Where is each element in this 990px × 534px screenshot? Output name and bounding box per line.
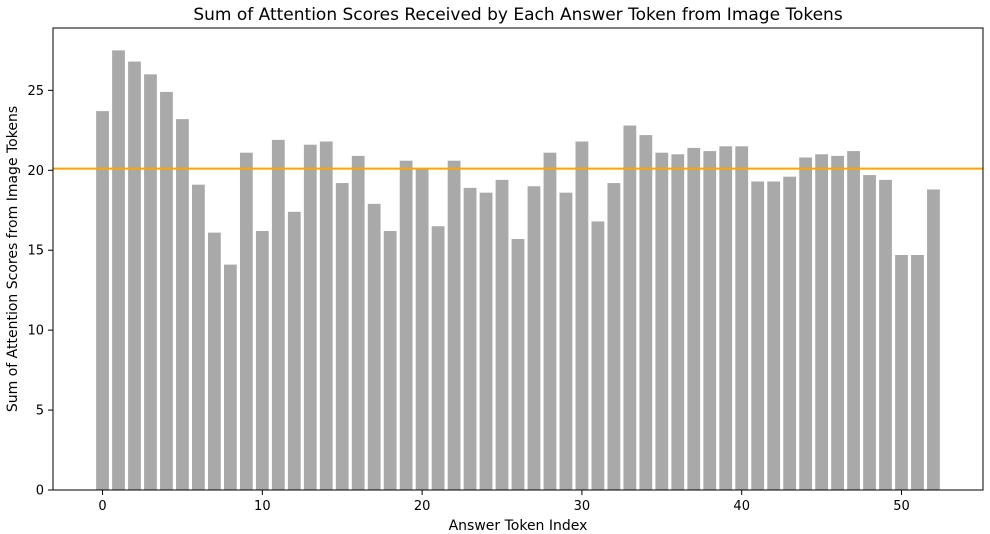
bar-51: [911, 255, 924, 490]
bar-41: [751, 181, 765, 490]
bar-48: [863, 175, 876, 490]
bar-18: [383, 231, 397, 490]
bar-10: [255, 231, 269, 490]
bar-45: [815, 154, 828, 491]
bar-52: [927, 189, 940, 490]
bar-30: [575, 141, 589, 490]
bar-24: [479, 192, 493, 490]
x-tick-label: 30: [574, 499, 591, 514]
plot-frame: [52, 27, 984, 491]
bar-29: [559, 192, 573, 490]
bar-37: [687, 147, 701, 490]
bar-34: [639, 135, 653, 491]
y-tick-label: 0: [36, 484, 44, 499]
bar-31: [591, 221, 605, 490]
bar-8: [223, 264, 237, 490]
bar-25: [495, 179, 509, 490]
bar-47: [847, 151, 860, 490]
x-tick-label: 20: [414, 499, 431, 514]
bar-19: [399, 160, 413, 490]
bar-21: [431, 226, 445, 491]
x-axis-title: Answer Token Index: [449, 518, 588, 534]
y-tick-label: 10: [27, 324, 44, 339]
bar-5: [176, 119, 189, 491]
bar-7: [208, 232, 221, 490]
y-tick-label: 5: [36, 404, 44, 419]
bar-2: [128, 61, 141, 490]
bar-40: [735, 146, 749, 491]
bar-44: [799, 157, 813, 491]
y-tick-label: 20: [27, 164, 44, 179]
y-tick-label: 25: [27, 84, 44, 99]
bar-46: [831, 155, 844, 490]
bar-9: [239, 152, 253, 490]
bar-1: [112, 50, 125, 490]
bar-49: [879, 179, 892, 490]
x-tick-label: 10: [254, 499, 271, 514]
bar-0: [96, 111, 109, 490]
bar-33: [623, 125, 637, 491]
bar-23: [463, 187, 477, 491]
bar-35: [655, 152, 669, 490]
bar-17: [367, 203, 381, 490]
bar-42: [767, 181, 781, 490]
y-axis-title: Sum of Attention Scores from Image Token…: [5, 106, 21, 412]
bar-22: [447, 160, 461, 490]
x-tick-label: 0: [98, 499, 106, 514]
y-tick-label: 15: [27, 244, 44, 259]
bar-28: [543, 152, 557, 490]
bar-27: [527, 186, 541, 490]
bar-26: [511, 239, 525, 490]
chart-title: Sum of Attention Scores Received by Each…: [193, 5, 843, 25]
bar-11: [271, 139, 285, 490]
x-tick-label: 50: [893, 499, 910, 514]
bar-38: [703, 151, 717, 490]
bar-43: [783, 176, 797, 491]
bar-20: [415, 168, 429, 490]
bar-16: [351, 155, 365, 490]
bar-50: [895, 255, 908, 490]
bar-4: [160, 91, 173, 490]
bar-13: [303, 144, 317, 490]
bar-6: [192, 184, 205, 490]
bar-3: [144, 74, 157, 491]
bar-15: [335, 183, 349, 490]
bar-14: [319, 141, 333, 490]
bar-12: [287, 211, 301, 490]
bar-39: [719, 146, 733, 491]
bar-32: [607, 183, 621, 490]
x-tick-label: 40: [733, 499, 750, 514]
bar-36: [671, 154, 685, 491]
